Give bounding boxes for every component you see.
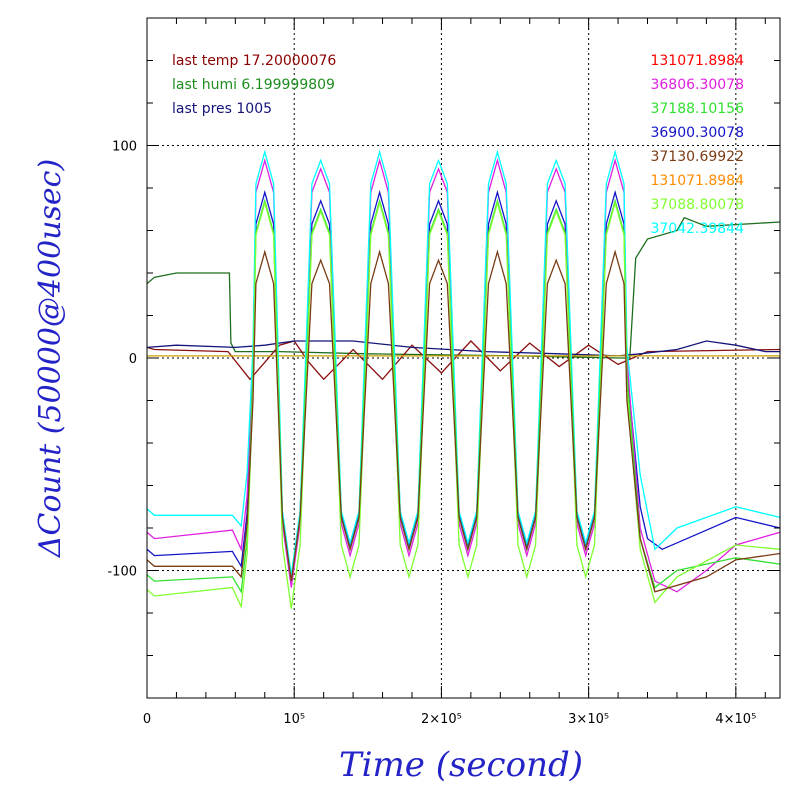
legend-entry-7: 37042.39844 [650, 221, 744, 237]
series-line-2 [146, 340, 780, 357]
legend: 131071.8984 36806.30078 37188.10156 36900.3… [650, 53, 744, 237]
x-tick-label: 10⁵ [283, 712, 305, 727]
legend-entry-6: 37088.80078 [650, 197, 744, 213]
series-layer [146, 149, 781, 609]
series-line-8 [146, 200, 781, 609]
info-line-0: last temp 17.20000076 [172, 53, 336, 69]
x-tick-label: 0 [143, 712, 151, 727]
series-line-0 [146, 216, 781, 359]
series-line-6 [146, 149, 781, 575]
info-lines: last temp 17.20000076 last humi 6.1999998… [172, 53, 336, 117]
legend-entry-4: 37130.69922 [650, 149, 744, 165]
y-axis-title: ΔCount (50000@400usec) [33, 159, 68, 558]
y-tick-label: 0 [129, 352, 137, 367]
legend-entry-0: 131071.8984 [650, 53, 744, 69]
tick-labels: 0 10⁵ 2×10⁵ 3×10⁵ 4×10⁵ 100 0 -100 [107, 140, 756, 728]
x-tick-label: 3×10⁵ [568, 712, 609, 727]
x-axis-title: Time (second) [339, 745, 583, 785]
grid [147, 18, 780, 698]
x-tick-label: 4×10⁵ [715, 712, 756, 727]
legend-entry-1: 36806.30078 [650, 77, 744, 93]
info-line-2: last pres 1005 [172, 101, 272, 117]
legend-entry-2: 37188.10156 [650, 101, 744, 117]
legend-entry-5: 131071.8984 [650, 173, 744, 189]
y-tick-label: -100 [107, 565, 137, 580]
y-tick-label: 100 [112, 140, 137, 155]
tick-marks [147, 18, 780, 698]
series-line-9 [146, 249, 781, 593]
legend-entry-3: 36900.30078 [650, 125, 744, 141]
x-tick-label: 2×10⁵ [421, 712, 462, 727]
info-line-1: last humi 6.199999809 [172, 77, 335, 93]
